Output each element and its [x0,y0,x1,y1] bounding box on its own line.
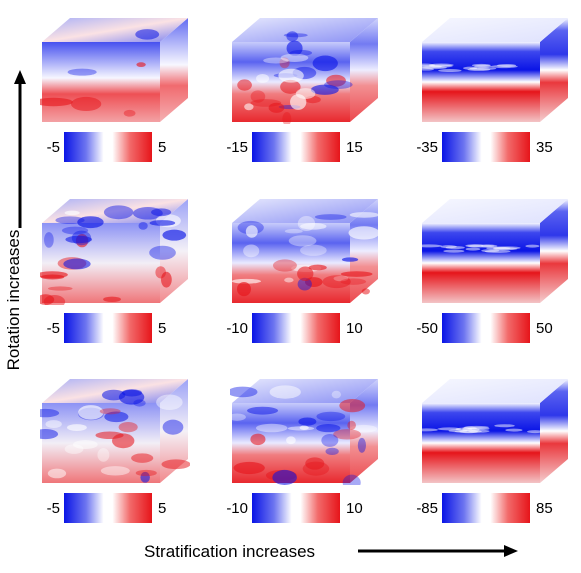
colorbar: -15 15 [218,132,363,162]
simulation-cube [40,18,188,122]
colorbar: -35 35 [408,132,553,162]
simulation-cube [40,379,190,483]
colorbar-gradient [442,493,530,523]
colorbar-gradient [252,132,340,162]
colorbar-min-label: -10 [226,499,248,517]
colorbar: -5 5 [30,493,166,523]
panel-r1-c3: -35 35 [416,14,570,174]
simulation-cube [231,199,380,303]
colorbar-max-label: 15 [346,138,363,156]
colorbar-max-label: 50 [536,319,553,337]
y-axis-label: Rotation increases [4,229,23,371]
colorbar-min-label: -35 [416,138,438,156]
colorbar: -50 50 [408,313,553,343]
x-axis-arrow-icon [358,545,518,557]
colorbar-max-label: 5 [158,319,167,337]
panel-r3-c2: -10 10 [226,375,380,535]
colorbar-gradient [64,493,152,523]
colorbar-gradient [442,132,530,162]
colorbar-min-label: -50 [416,319,438,337]
colorbar-max-label: 85 [536,499,553,517]
panel-r3-c3: -85 85 [416,375,570,535]
colorbar-gradient [252,493,340,523]
colorbar-min-label: -10 [226,319,248,337]
colorbar: -5 5 [30,313,166,343]
panel-r2-c3: -50 50 [416,195,570,355]
simulation-cube [230,379,378,485]
colorbar-gradient [252,313,340,343]
colorbar-min-label: -85 [416,499,438,517]
colorbar-max-label: 10 [346,319,363,337]
x-axis-label: Stratification increases [144,542,316,561]
panel-r1-c1: -5 5 [40,14,190,174]
simulation-cube [232,18,378,124]
simulation-cube [40,199,188,305]
y-axis-arrow-icon [14,70,26,228]
colorbar-gradient [64,132,152,162]
colorbar: -10 10 [218,493,363,523]
colorbar-gradient [64,313,152,343]
panel-r2-c1: -5 5 [40,195,190,355]
colorbar-min-label: -5 [46,138,60,156]
colorbar-max-label: 5 [158,499,167,517]
colorbar-min-label: -5 [46,319,60,337]
colorbar: -85 85 [408,493,553,523]
panel-r3-c1: -5 5 [40,375,190,535]
colorbar-min-label: -15 [226,138,248,156]
colorbar: -5 5 [30,132,166,162]
colorbar-max-label: 5 [158,138,167,156]
panel-r2-c2: -10 10 [226,195,380,355]
panel-r1-c2: -15 15 [226,14,380,174]
colorbar-gradient [442,313,530,343]
colorbar: -10 10 [218,313,363,343]
simulation-cube [420,199,568,303]
colorbar-min-label: -5 [46,499,60,517]
colorbar-max-label: 10 [346,499,363,517]
simulation-cube [420,18,568,122]
colorbar-max-label: 35 [536,138,553,156]
simulation-cube [420,379,568,483]
